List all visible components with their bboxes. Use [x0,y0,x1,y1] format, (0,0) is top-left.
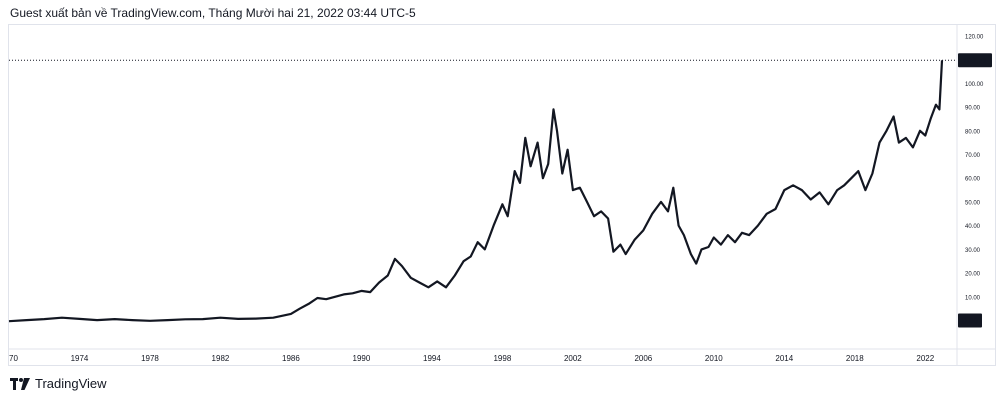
time-tick-label: 2006 [634,354,652,363]
price-tick-label: 20.00 [965,272,981,278]
time-tick-label: 1990 [353,354,371,363]
tradingview-brand[interactable]: TradingView [35,376,107,391]
last-price-label-text: 109.71 [963,56,988,65]
time-tick-label: 2014 [775,354,793,363]
time-tick-label: 2022 [916,354,934,363]
price-axis[interactable]: 120.00110.00100.0090.0080.0070.0060.0050… [965,34,984,325]
time-tick-label: 2018 [846,354,864,363]
price-tick-label: 30.00 [965,248,981,254]
footer: TradingView [10,376,107,391]
price-tick-label: 50.00 [965,200,981,206]
time-tick-label: 1998 [493,354,511,363]
price-tick-label: 90.00 [965,106,981,112]
time-axis[interactable]: 70 1974 1978 1982 1986 1990 1994 1998 2002 2006 20… [9,354,935,363]
time-tick-label: 1986 [282,354,300,363]
series-line [8,60,944,323]
time-tick-label: 1978 [141,354,159,363]
price-tick-label: 120.00 [965,34,984,40]
price-tick-label: 100.00 [965,82,984,88]
time-tick-label: 1994 [423,354,441,363]
time-tick-label: 1982 [212,354,230,363]
price-tick-label: 10.00 [965,295,981,301]
price-tick-label: 60.00 [965,177,981,183]
time-tick-label: 1974 [71,354,89,363]
price-tick-label: 40.00 [965,224,981,230]
publish-info-text: Guest xuất bản về TradingView.com, Tháng… [10,6,416,20]
zero-price-label: 0.00 [958,313,982,328]
time-tick-label: 2010 [705,354,723,363]
last-price-label: 109.71 [958,53,992,68]
chart-frame [8,24,996,366]
time-tick-label: 70 [9,354,18,363]
price-tick-label: 70.00 [965,153,981,159]
price-tick-label: 80.00 [965,129,981,135]
zero-price-label-text: 0.00 [962,317,978,326]
time-tick-label: 2002 [564,354,582,363]
tradingview-logo-icon[interactable] [10,377,30,391]
